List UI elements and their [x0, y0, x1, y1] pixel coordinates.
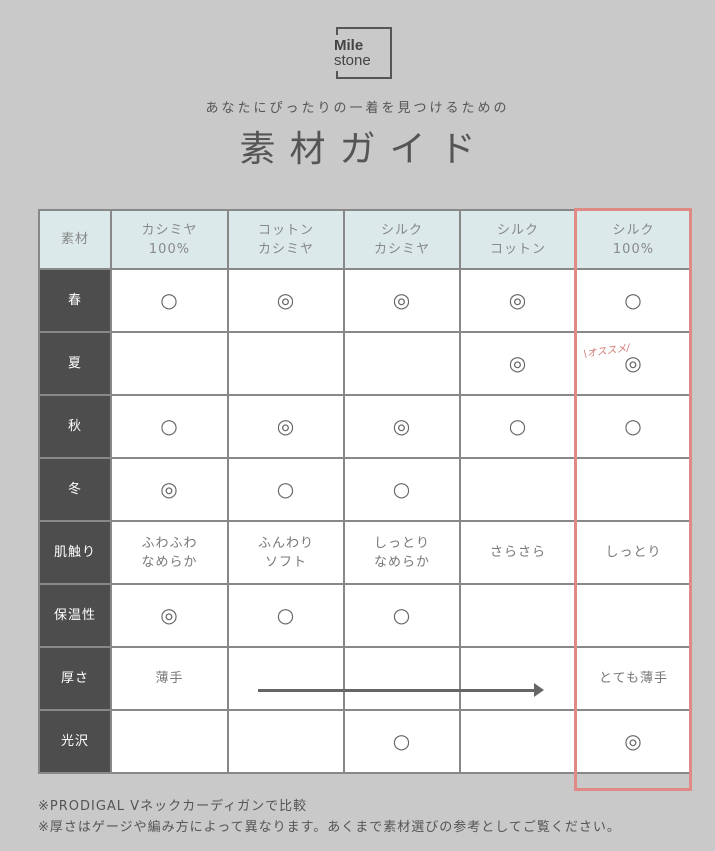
cell-line: しっとり [373, 535, 430, 551]
double-circle-mark: ◎ [459, 331, 577, 396]
column-header: シルク コットン [459, 209, 577, 270]
row-header: 厚さ [38, 646, 112, 711]
double-circle-mark: ◎ [459, 268, 577, 333]
logo-line1: Mile [334, 37, 364, 54]
cell-line: さらさら [489, 545, 546, 560]
table-cell: とても薄手 [575, 646, 692, 711]
column-header-line: 100% [612, 241, 655, 257]
table-cell [227, 709, 345, 774]
table-cell [227, 646, 345, 711]
table-cell [459, 583, 577, 648]
row-header: 冬 [38, 457, 112, 522]
circle-mark: ○ [110, 268, 229, 333]
circle-mark: ○ [343, 709, 461, 774]
double-circle-mark: ◎ [227, 394, 345, 459]
table-cell [110, 331, 229, 396]
column-header-line: シルク [612, 222, 655, 238]
double-circle-mark: ◎ [110, 583, 229, 648]
row-header: 夏 [38, 331, 112, 396]
table-cell [227, 331, 345, 396]
cell-line: なめらか [373, 554, 430, 570]
cell-line: なめらか [141, 554, 198, 570]
double-circle-mark: ◎ [575, 709, 692, 774]
column-header: シルク 100% [575, 209, 692, 270]
thickness-arrow [258, 683, 544, 697]
table-row: 春 ○ ◎ ◎ ◎ ○ [38, 268, 692, 333]
table-cell: しっとり [575, 520, 692, 585]
cell-line: ふんわり [257, 535, 314, 551]
table-cell [459, 646, 577, 711]
table-row: 夏 ◎ ◎ [38, 331, 692, 396]
circle-mark: ○ [575, 268, 692, 333]
circle-mark: ○ [343, 583, 461, 648]
column-header-line: コットン [489, 241, 546, 257]
note-2: ※厚さはゲージや編み方によって異なります。あくまで素材選びの参考としてご覧くださ… [38, 820, 621, 835]
column-header-line: コットン [257, 222, 314, 238]
table-cell [459, 709, 577, 774]
column-header-line: シルク [380, 222, 423, 238]
table-cell [110, 709, 229, 774]
cell-line: ソフト [264, 554, 307, 570]
column-header-line: シルク [496, 222, 539, 238]
note-1: ※PRODIGAL Vネックカーディガンで比較 [38, 799, 308, 814]
double-circle-mark: ◎ [343, 268, 461, 333]
double-circle-mark: ◎ [575, 331, 692, 396]
corner-header: 素材 [38, 209, 112, 270]
circle-mark: ○ [110, 394, 229, 459]
circle-mark: ○ [459, 394, 577, 459]
table-row: 厚さ 薄手 とても薄手 [38, 646, 692, 711]
table-cell: 薄手 [110, 646, 229, 711]
row-header: 秋 [38, 394, 112, 459]
row-header: 春 [38, 268, 112, 333]
cell-line: しっとり [605, 545, 662, 560]
column-header-line: カシミヤ [141, 222, 198, 238]
table-row: 秋 ○ ◎ ◎ ○ ○ [38, 394, 692, 459]
table-cell [343, 331, 461, 396]
double-circle-mark: ◎ [343, 394, 461, 459]
table-cell [575, 457, 692, 522]
page-title: 素材ガイド [239, 129, 490, 170]
row-header: 光沢 [38, 709, 112, 774]
logo-line2: stone [334, 52, 371, 69]
material-guide-table: 素材 カシミヤ 100% コットン カシミヤ シルク カシミヤ シルク コットン シルク 100% 春… [38, 209, 692, 774]
column-header-line: カシミヤ [257, 241, 314, 257]
milestone-logo: Mile stone [334, 27, 392, 79]
table-cell [343, 646, 461, 711]
double-circle-mark: ◎ [227, 268, 345, 333]
subtitle: あなたにぴったりの一着を見つけるための [205, 101, 510, 116]
table-cell: さらさら [459, 520, 577, 585]
table-row: 保温性 ◎ ○ ○ [38, 583, 692, 648]
table-row: 肌触り ふわふわ なめらか ふんわり ソフト しっとり なめらか さらさら しっとり [38, 520, 692, 585]
row-header: 肌触り [38, 520, 112, 585]
table-cell: ふんわり ソフト [227, 520, 345, 585]
circle-mark: ○ [575, 394, 692, 459]
column-header-line: カシミヤ [373, 241, 430, 257]
header-row: 素材 カシミヤ 100% コットン カシミヤ シルク カシミヤ シルク コットン シルク 100% [38, 209, 692, 270]
column-header: コットン カシミヤ [227, 209, 345, 270]
circle-mark: ○ [227, 583, 345, 648]
table-cell: ふわふわ なめらか [110, 520, 229, 585]
table-cell [459, 457, 577, 522]
table-cell: しっとり なめらか [343, 520, 461, 585]
column-header: シルク カシミヤ [343, 209, 461, 270]
column-header: カシミヤ 100% [110, 209, 229, 270]
row-header: 保温性 [38, 583, 112, 648]
table-cell [575, 583, 692, 648]
circle-mark: ○ [343, 457, 461, 522]
cell-line: ふわふわ [141, 535, 198, 551]
table-row: 冬 ◎ ○ ○ [38, 457, 692, 522]
column-header-line: 100% [148, 241, 191, 257]
circle-mark: ○ [227, 457, 345, 522]
table-row: 光沢 ○ ◎ [38, 709, 692, 774]
double-circle-mark: ◎ [110, 457, 229, 522]
